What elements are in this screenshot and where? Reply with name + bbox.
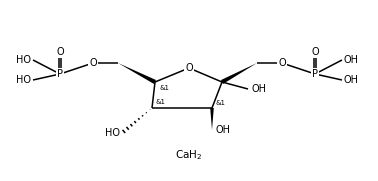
Text: O: O xyxy=(278,58,286,68)
Text: OH: OH xyxy=(344,75,359,85)
Polygon shape xyxy=(210,108,214,130)
Text: &1: &1 xyxy=(159,85,169,91)
Text: OH: OH xyxy=(251,84,266,94)
Text: &1: &1 xyxy=(155,99,165,105)
Polygon shape xyxy=(221,63,257,84)
Text: OH: OH xyxy=(215,125,230,135)
Text: O: O xyxy=(311,47,319,57)
Text: O: O xyxy=(56,47,64,57)
Text: OH: OH xyxy=(344,55,359,65)
Text: HO: HO xyxy=(16,75,31,85)
Text: P: P xyxy=(57,69,63,79)
Text: O: O xyxy=(89,58,97,68)
Text: HO: HO xyxy=(105,128,120,138)
Text: O: O xyxy=(185,63,193,73)
Text: &1: &1 xyxy=(215,100,225,106)
Text: CaH$_2$: CaH$_2$ xyxy=(175,148,203,162)
Polygon shape xyxy=(118,63,156,84)
Text: HO: HO xyxy=(16,55,31,65)
Text: P: P xyxy=(312,69,318,79)
